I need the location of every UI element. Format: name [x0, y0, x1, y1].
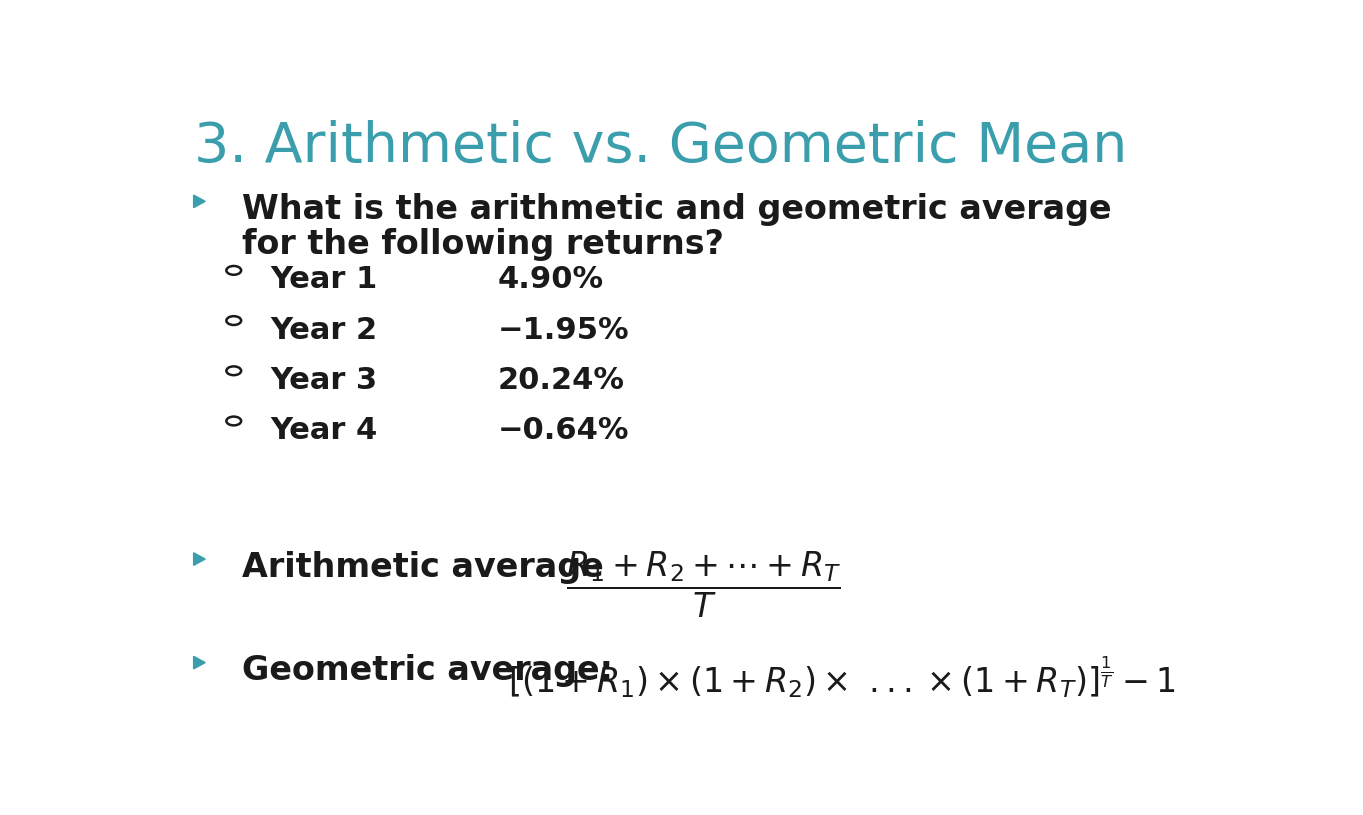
Text: 20.24%: 20.24% — [497, 366, 624, 394]
Polygon shape — [194, 656, 206, 669]
Polygon shape — [194, 553, 206, 566]
Text: What is the arithmetic and geometric average: What is the arithmetic and geometric ave… — [243, 193, 1112, 227]
Polygon shape — [194, 195, 206, 208]
Circle shape — [226, 266, 241, 275]
Text: 3. Arithmetic vs. Geometric Mean: 3. Arithmetic vs. Geometric Mean — [194, 120, 1127, 174]
Text: $\dfrac{R_1+R_2+\cdots+R_T}{T}$: $\dfrac{R_1+R_2+\cdots+R_T}{T}$ — [567, 549, 842, 619]
Circle shape — [226, 416, 241, 425]
Text: Arithmetic average: Arithmetic average — [243, 551, 616, 584]
Text: −0.64%: −0.64% — [497, 416, 630, 445]
Circle shape — [226, 316, 241, 325]
Text: Year 1: Year 1 — [271, 266, 378, 294]
Text: for the following returns?: for the following returns? — [243, 228, 724, 262]
Text: Geometric average:: Geometric average: — [243, 654, 624, 687]
Text: −1.95%: −1.95% — [497, 315, 630, 345]
Text: $[(1 + R_1) \times (1 + R_2) \times \ ...\times (1 + R_T)]^{\frac{1}{T}}-1$: $[(1 + R_1) \times (1 + R_2) \times \ ..… — [508, 654, 1176, 700]
Text: 4.90%: 4.90% — [497, 266, 604, 294]
Text: Year 3: Year 3 — [271, 366, 378, 394]
Text: Year 4: Year 4 — [271, 416, 378, 445]
Text: Year 2: Year 2 — [271, 315, 378, 345]
Circle shape — [226, 367, 241, 375]
